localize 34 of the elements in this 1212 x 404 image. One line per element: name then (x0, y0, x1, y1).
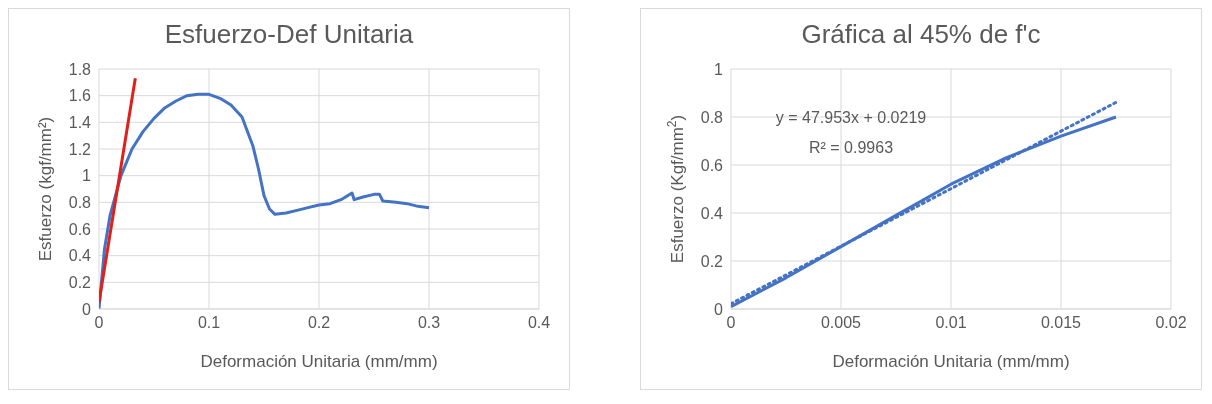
y-axis-title: Esfuerzo (kgf/mm²) (36, 116, 55, 262)
y-tick-label: 1.8 (68, 60, 92, 78)
y-tick-label: 0.8 (700, 108, 724, 126)
y-tick-label: 0 (82, 300, 92, 318)
x-tick-label: 0.2 (307, 314, 331, 332)
y-tick-label: 0.4 (700, 204, 724, 222)
x-tick-label: 0 (726, 314, 736, 332)
y-tick-label: 1.2 (68, 140, 92, 158)
x-tick-label: 0 (94, 314, 104, 332)
y-tick-label: 0.6 (700, 156, 724, 174)
x-tick-label: 0.02 (1155, 314, 1187, 332)
annotation: R² = 0.9963 (808, 139, 894, 156)
annotation: y = 47.953x + 0.0219 (775, 109, 927, 126)
y-tick-label: 0 (714, 300, 724, 318)
line-series (99, 92, 431, 309)
chart-title: Gráfica al 45% de f'c (800, 19, 1042, 50)
chart-title: Esfuerzo-Def Unitaria (163, 19, 415, 50)
x-tick-label: 0.3 (417, 314, 441, 332)
y-tick-label: 0.2 (68, 274, 92, 292)
x-axis-title: Deformación Unitaria (mm/mm) (832, 352, 1070, 371)
y-tick-label: 1 (714, 60, 724, 78)
y-tick-label: 1 (82, 167, 92, 185)
y-tick-label: 0.2 (700, 252, 724, 270)
y-tick-label: 1.6 (68, 87, 92, 105)
x-tick-label: 0.005 (820, 314, 862, 332)
x-tick-label: 0.4 (527, 314, 551, 332)
y-tick-label: 0.6 (68, 220, 92, 238)
y-tick-label: 1.4 (68, 114, 92, 132)
x-tick-label: 0.1 (197, 314, 221, 332)
y-tick-label: 0.8 (68, 194, 92, 212)
x-axis-title: Deformación Unitaria (mm/mm) (200, 352, 438, 371)
x-tick-label: 0.01 (935, 314, 967, 332)
x-tick-label: 0.015 (1040, 314, 1082, 332)
y-tick-label: 0.4 (68, 247, 92, 265)
